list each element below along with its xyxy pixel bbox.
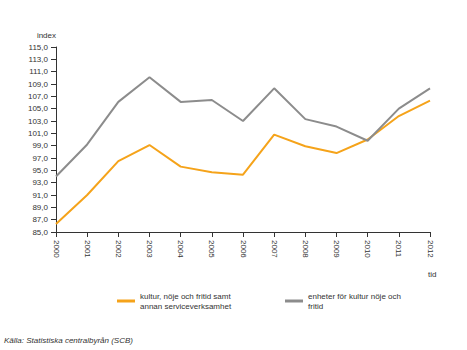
svg-text:113,0: 113,0 xyxy=(29,55,49,64)
svg-text:89,0: 89,0 xyxy=(32,203,48,212)
svg-text:2011: 2011 xyxy=(394,240,403,258)
svg-text:2008: 2008 xyxy=(301,240,310,258)
svg-text:91,0: 91,0 xyxy=(32,191,48,200)
svg-text:2003: 2003 xyxy=(145,240,154,258)
svg-text:2000: 2000 xyxy=(52,240,61,258)
svg-text:fritid: fritid xyxy=(308,302,323,311)
svg-text:2010: 2010 xyxy=(363,240,372,258)
svg-text:105,0: 105,0 xyxy=(28,104,49,113)
svg-text:103,0: 103,0 xyxy=(28,117,49,126)
svg-text:93,0: 93,0 xyxy=(32,178,48,187)
svg-text:111,0: 111,0 xyxy=(29,67,48,76)
svg-text:99,0: 99,0 xyxy=(32,141,48,150)
svg-text:101,0: 101,0 xyxy=(28,129,49,138)
svg-text:85,0: 85,0 xyxy=(32,228,48,237)
svg-text:2009: 2009 xyxy=(332,240,341,258)
svg-text:2001: 2001 xyxy=(83,240,92,258)
svg-text:enheter för kultur nöje och: enheter för kultur nöje och xyxy=(308,292,403,301)
svg-text:2004: 2004 xyxy=(176,240,185,258)
svg-text:Källa: Statistiska centralbyrå: Källa: Statistiska centralbyrån (SCB) xyxy=(4,336,133,345)
svg-text:index: index xyxy=(37,31,56,40)
svg-text:annan serviceverksamhet: annan serviceverksamhet xyxy=(140,302,232,311)
svg-text:2012: 2012 xyxy=(426,240,435,258)
svg-text:97,0: 97,0 xyxy=(32,154,48,163)
svg-text:2002: 2002 xyxy=(114,240,123,258)
svg-text:kultur, nöje och fritid samt: kultur, nöje och fritid samt xyxy=(140,292,233,301)
svg-text:2005: 2005 xyxy=(207,240,216,258)
svg-text:2006: 2006 xyxy=(239,240,248,258)
svg-text:2007: 2007 xyxy=(270,240,279,258)
svg-text:115,0: 115,0 xyxy=(29,43,49,52)
svg-text:109,0: 109,0 xyxy=(28,80,49,89)
svg-text:tid: tid xyxy=(428,270,436,279)
svg-text:95,0: 95,0 xyxy=(32,166,48,175)
svg-text:107,0: 107,0 xyxy=(28,92,49,101)
svg-text:87,0: 87,0 xyxy=(32,215,48,224)
